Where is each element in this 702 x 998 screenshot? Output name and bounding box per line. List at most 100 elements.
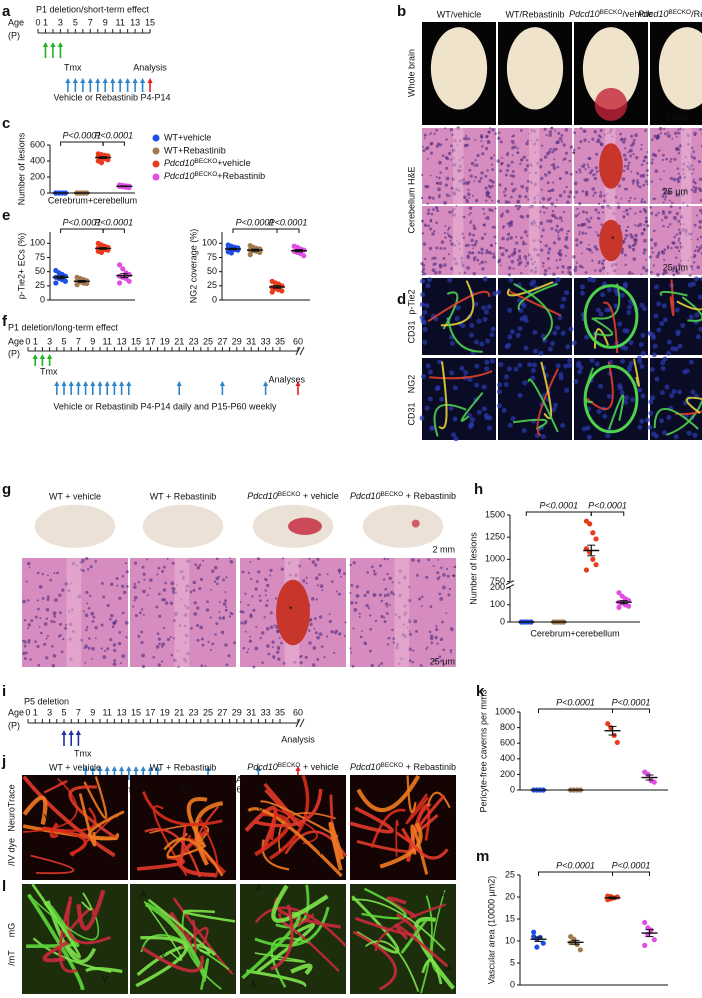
nucleus: [526, 234, 529, 237]
nucleus: [627, 161, 631, 165]
nucleus: [424, 257, 427, 261]
nucleus: [628, 244, 631, 247]
nucleus: [643, 200, 647, 204]
nucleus: [439, 143, 443, 147]
nucleus: [83, 647, 86, 650]
nucleus: [142, 589, 146, 594]
nucleus: [671, 389, 677, 395]
nucleus: [148, 578, 153, 583]
nucleus: [228, 615, 232, 618]
row-label: NeuroTrace: [6, 784, 16, 831]
nucleus: [133, 561, 138, 565]
nucleus: [431, 268, 436, 273]
nucleus: [350, 583, 354, 587]
nucleus: [239, 610, 243, 613]
nucleus: [271, 640, 275, 644]
nucleus: [155, 645, 160, 649]
nucleus: [589, 226, 592, 229]
nucleus: [240, 621, 244, 625]
nucleus: [577, 213, 580, 216]
nucleus: [601, 266, 606, 270]
nucleus: [521, 428, 527, 434]
timeline-tick-label: 9: [90, 336, 95, 346]
nucleus: [692, 150, 695, 153]
nucleus: [314, 576, 319, 580]
nucleus: [26, 561, 31, 566]
nucleus: [481, 267, 485, 271]
nucleus: [27, 638, 31, 642]
nucleus: [158, 614, 162, 618]
vessel: [141, 946, 204, 973]
text-part: BECKO: [380, 762, 403, 769]
nucleus: [629, 148, 633, 153]
nucleus: [559, 177, 562, 180]
nucleus: [669, 393, 675, 399]
nucleus: [578, 212, 581, 215]
nucleus: [551, 210, 555, 213]
nucleus: [366, 590, 370, 594]
arrow-head: [104, 766, 110, 771]
nucleus: [274, 597, 278, 600]
nucleus: [480, 261, 483, 264]
legend-label: WT+vehicle: [164, 132, 211, 142]
nucleus: [667, 131, 670, 134]
nucleus: [486, 425, 492, 431]
nucleus: [547, 346, 553, 352]
nucleus: [260, 631, 265, 635]
y-tick-label: 25: [207, 280, 217, 290]
nucleus: [552, 166, 557, 170]
nucleus: [692, 185, 695, 189]
nucleus: [540, 434, 546, 440]
nucleus: [435, 628, 439, 632]
nucleus: [676, 147, 680, 151]
nucleus: [526, 261, 530, 265]
nucleus: [553, 215, 557, 219]
nucleus: [579, 171, 582, 174]
text-part: BECKO: [195, 158, 218, 165]
nucleus: [421, 232, 425, 235]
arrow-head: [104, 381, 110, 386]
nucleus: [156, 573, 159, 576]
nucleus: [522, 155, 526, 159]
significance-bracket: [612, 871, 650, 876]
nucleus: [438, 181, 443, 186]
nucleus: [483, 413, 489, 419]
nucleus: [365, 603, 369, 608]
nucleus: [420, 595, 424, 599]
vessel: [446, 317, 483, 353]
nucleus: [552, 272, 556, 276]
nucleus: [219, 601, 222, 604]
nucleus: [636, 184, 639, 187]
nucleus: [551, 163, 556, 167]
nucleus: [640, 332, 646, 338]
nucleus: [355, 594, 358, 597]
nucleus: [423, 223, 427, 227]
nucleus: [448, 194, 451, 197]
nucleus: [431, 232, 435, 236]
y-tick-label: 25: [505, 869, 515, 879]
nucleus: [426, 211, 431, 216]
vessel: [427, 290, 491, 323]
nucleus: [651, 158, 654, 161]
nucleus: [543, 127, 547, 131]
micrograph: [22, 775, 128, 880]
nucleus: [496, 289, 502, 295]
nucleus: [676, 167, 680, 170]
column-header: WT + vehicle: [49, 762, 101, 772]
p-value: P<0.0001: [539, 500, 578, 510]
nucleus: [47, 574, 49, 577]
nucleus: [162, 588, 167, 592]
nucleus: [45, 637, 48, 640]
data-point: [587, 521, 593, 527]
nucleus: [559, 303, 565, 309]
vessel: [513, 282, 553, 341]
nucleus: [474, 175, 478, 179]
nucleus: [319, 584, 324, 589]
nucleus: [571, 340, 577, 346]
nucleus: [623, 253, 627, 257]
nucleus: [466, 266, 470, 270]
y-tick-label: 0: [212, 294, 217, 304]
nucleus: [489, 243, 493, 247]
nucleus: [467, 251, 472, 255]
nucleus: [452, 416, 458, 422]
